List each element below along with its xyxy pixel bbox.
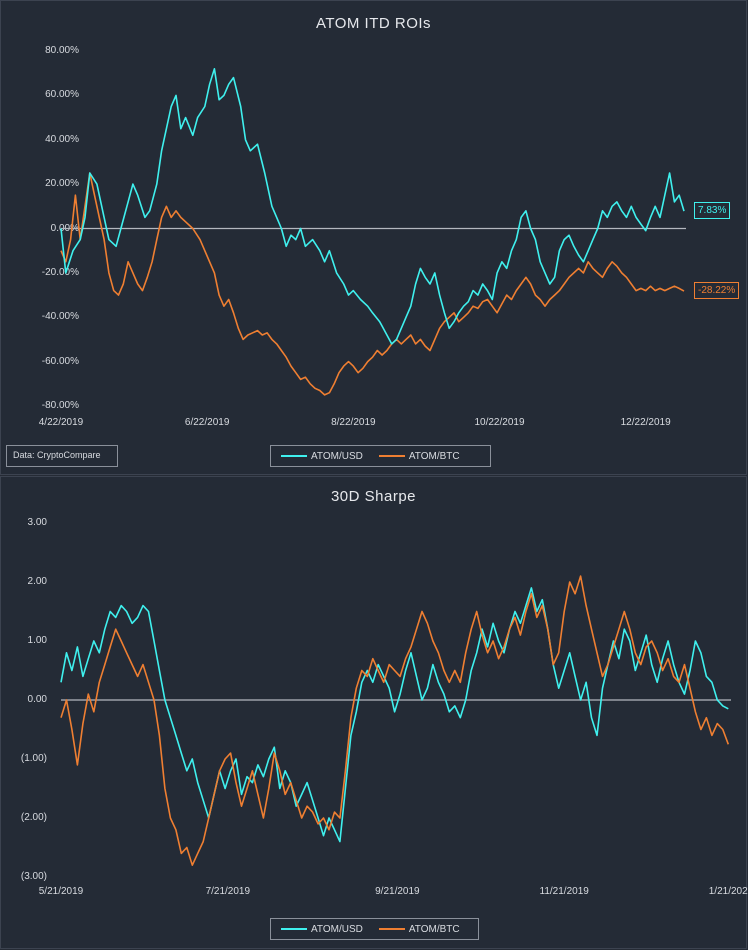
sharpe-y-tick-label: (3.00) xyxy=(20,871,47,882)
sharpe-series-line-usd xyxy=(60,587,729,843)
roi-series-line-usd xyxy=(60,68,685,345)
roi-x-tick-label: 12/22/2019 xyxy=(620,417,671,428)
sharpe-x-tick-label: 11/21/2019 xyxy=(539,886,589,897)
sharpe-chart-title: 30D Sharpe xyxy=(330,488,417,505)
sharpe-x-tick-label: 1/21/2020 xyxy=(708,886,748,897)
roi-plot-area xyxy=(60,68,686,396)
legend-swatch-usd xyxy=(281,928,307,930)
roi-y-tick-label: 40.00% xyxy=(45,133,79,145)
roi-y-tick-label: -40.00% xyxy=(41,311,79,323)
roi-legend-btc: ATOM/BTC xyxy=(378,450,460,462)
roi-legend-btc-label: ATOM/BTC xyxy=(408,450,460,462)
roi-chart-title: ATOM ITD ROIs xyxy=(315,15,432,32)
data-source-note: Data: CryptoCompare xyxy=(6,445,118,467)
roi-x-tick-label: 10/22/2019 xyxy=(474,417,525,428)
sharpe-y-tick-label: (2.00) xyxy=(20,812,47,823)
sharpe-x-tick-label: 7/21/2019 xyxy=(205,886,251,897)
roi-chart-panel: ATOM ITD ROIs 80.00% 60.00% 40.00% 20.00% 0.… xyxy=(0,0,747,475)
legend-swatch-usd xyxy=(281,455,307,457)
sharpe-y-tick-label: 2.00 xyxy=(27,576,47,587)
sharpe-y-tick-label: 1.00 xyxy=(27,635,47,646)
sharpe-legend-btc-label: ATOM/BTC xyxy=(408,923,460,935)
roi-end-label-usd: 7.83% xyxy=(694,202,731,220)
roi-y-tick-label: 20.00% xyxy=(45,178,79,190)
sharpe-chart-panel: 30D Sharpe 3.00 2.00 1.00 0.00 (1.00) (2.00) (… xyxy=(0,476,748,949)
roi-x-tick-label: 6/22/2019 xyxy=(184,417,230,428)
roi-end-label-btc: -28.22% xyxy=(694,282,740,300)
sharpe-legend-usd-label: ATOM/USD xyxy=(311,923,363,935)
roi-x-tick-label: 4/22/2019 xyxy=(38,417,84,428)
sharpe-y-tick-label: (1.00) xyxy=(20,753,47,764)
roi-x-tick-label: 8/22/2019 xyxy=(331,417,376,428)
sharpe-series-line-btc xyxy=(60,575,730,867)
sharpe-x-tick-label: 5/21/2019 xyxy=(38,886,84,897)
legend-swatch-btc xyxy=(378,928,405,930)
roi-legend-usd-label: ATOM/USD xyxy=(311,450,363,462)
roi-y-tick-label: -60.00% xyxy=(41,355,79,367)
roi-y-tick-label: 60.00% xyxy=(45,89,79,101)
roi-y-tick-label: -20.00% xyxy=(41,266,79,278)
roi-y-tick-label: -80.00% xyxy=(41,400,79,411)
roi-legend-usd: ATOM/USD xyxy=(281,451,363,462)
sharpe-y-tick-label: 0.00 xyxy=(27,694,47,705)
roi-legend: ATOM/USD ATOM/BTC xyxy=(270,445,491,467)
sharpe-legend-btc: ATOM/BTC xyxy=(378,923,460,935)
roi-y-tick-label: 80.00% xyxy=(45,45,79,56)
sharpe-legend: ATOM/USD ATOM/BTC xyxy=(270,918,479,940)
legend-swatch-btc xyxy=(378,455,405,457)
sharpe-plot-area xyxy=(60,575,731,867)
sharpe-legend-usd: ATOM/USD xyxy=(281,924,363,935)
sharpe-y-tick-label: 3.00 xyxy=(27,517,47,528)
roi-series-line-btc xyxy=(60,172,685,396)
sharpe-x-tick-label: 9/21/2019 xyxy=(375,886,420,897)
